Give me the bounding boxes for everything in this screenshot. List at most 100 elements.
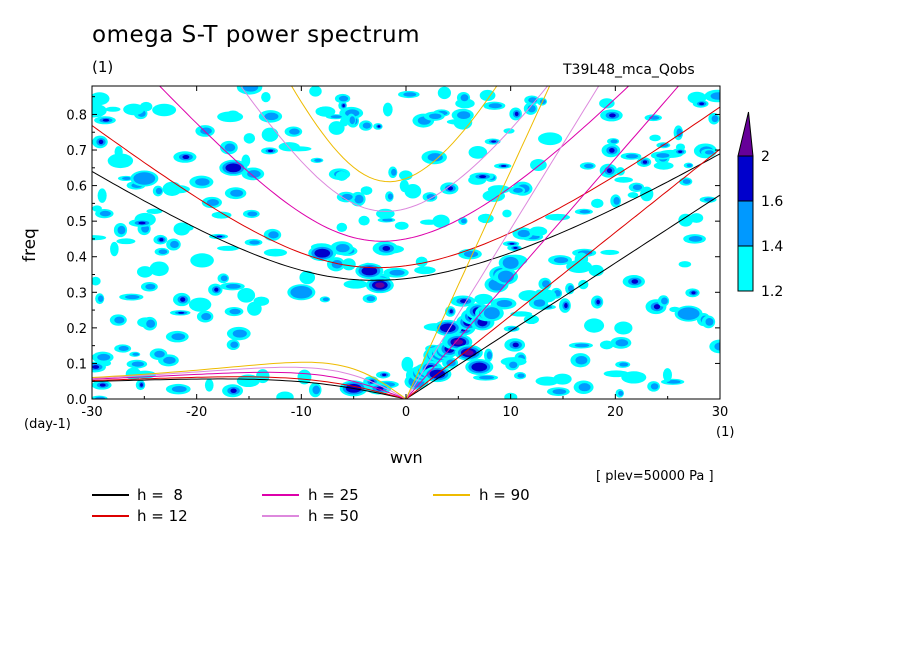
heat-blob <box>584 318 605 333</box>
heat-blob <box>657 295 670 307</box>
legend-line-h25 <box>262 494 299 496</box>
heat-cell <box>216 235 223 238</box>
axes-ticks: -30 -20 -10 0 10 20 30 0.0 0.1 0.2 0.3 0.4 0.5 0.6 0.7… <box>66 86 728 420</box>
heat-cell <box>362 122 371 129</box>
heat-cell <box>354 194 364 204</box>
heat-blob <box>649 134 661 142</box>
heat-cell <box>366 295 376 302</box>
heat-blob <box>383 267 409 278</box>
y-tick-label: 0.7 <box>66 144 87 159</box>
colorbar-label: 1.4 <box>761 239 783 255</box>
heat-blob <box>135 379 146 391</box>
heat-cell <box>185 225 194 231</box>
heat-blob <box>621 371 647 384</box>
heat-blob <box>601 143 621 158</box>
heat-cell <box>382 102 393 117</box>
heat-cell <box>479 89 496 102</box>
heat-cell <box>474 293 493 305</box>
heat-cell <box>437 86 452 100</box>
heat-cell <box>714 342 720 351</box>
heat-blob <box>510 311 533 317</box>
heat-cell <box>529 226 548 237</box>
heat-blob <box>493 268 518 285</box>
heat-cell <box>114 146 123 158</box>
heat-blob <box>494 163 512 169</box>
heat-blob <box>653 161 674 170</box>
colorbar-box <box>737 155 754 202</box>
heat-cell <box>510 311 533 317</box>
heat-cell <box>236 374 260 388</box>
heat-blob <box>125 367 142 381</box>
heat-cell <box>661 297 668 305</box>
heat-cell <box>568 285 574 293</box>
heat-blob <box>217 111 244 123</box>
heat-cell <box>678 261 692 268</box>
heat-blob <box>600 249 620 255</box>
heat-blob <box>92 380 112 390</box>
heat-cell <box>502 209 512 218</box>
heat-blob <box>236 86 263 95</box>
x-tick-label: 10 <box>502 405 519 420</box>
colorbar-label: 1.6 <box>761 194 783 210</box>
heat-blob <box>190 253 214 268</box>
heat-blob <box>95 293 105 305</box>
heat-blob <box>244 239 263 246</box>
heat-blob <box>360 186 373 195</box>
x-tick-label: 0 <box>402 405 410 420</box>
heat-cell <box>237 287 256 303</box>
heat-cell <box>342 103 345 108</box>
heat-cell <box>247 170 261 178</box>
heat-cell <box>138 221 146 225</box>
heat-blob <box>149 348 168 360</box>
heat-blob <box>507 244 522 252</box>
heat-blob <box>689 213 704 223</box>
heat-blob <box>196 310 214 323</box>
heat-cell <box>613 196 620 205</box>
heat-blob <box>483 101 506 110</box>
heat-cell <box>650 383 659 390</box>
y-tick-label: 0.2 <box>66 322 87 337</box>
heat-blob <box>328 121 345 135</box>
heat-blob <box>107 153 134 169</box>
heat-cell <box>97 295 104 302</box>
heat-cell <box>449 309 453 314</box>
heat-cell <box>483 307 500 320</box>
heat-cell <box>403 92 417 97</box>
heat-cell <box>276 391 294 399</box>
x-tick-label: -30 <box>81 405 102 420</box>
heat-cell <box>615 339 629 347</box>
heat-blob <box>458 217 468 225</box>
heat-cell <box>527 104 536 113</box>
heat-cell <box>509 242 515 245</box>
gravity-curve-h25 <box>158 86 630 242</box>
heat-cell <box>229 308 241 315</box>
heat-blob <box>376 371 391 379</box>
heat-hotspot <box>287 284 316 301</box>
heat-cell <box>599 340 614 350</box>
heat-blob <box>473 374 498 381</box>
heat-blob <box>683 162 694 169</box>
legend-label-h8: h = 8 <box>137 486 183 504</box>
heat-cell <box>631 279 639 284</box>
heat-cell <box>666 380 681 384</box>
heat-blob <box>536 97 548 106</box>
heat-blob <box>153 234 168 245</box>
heat-cell <box>535 376 559 386</box>
heat-blob <box>309 86 322 97</box>
heat-blob <box>284 126 303 137</box>
kelvin-curve-h90 <box>405 86 551 399</box>
heat-cell <box>464 350 474 356</box>
heat-cell <box>609 113 616 118</box>
heat-blob <box>92 135 108 149</box>
heat-blob <box>498 254 523 271</box>
heat-cell <box>330 115 342 119</box>
heat-blob <box>335 171 348 181</box>
heat-cell <box>415 256 428 267</box>
heat-blob <box>165 383 191 395</box>
heat-cell <box>242 86 259 92</box>
heat-blob <box>105 106 121 112</box>
heat-blob <box>398 90 420 99</box>
heat-blob <box>166 185 190 194</box>
heat-cell <box>460 94 469 102</box>
heat-blob <box>607 138 620 145</box>
